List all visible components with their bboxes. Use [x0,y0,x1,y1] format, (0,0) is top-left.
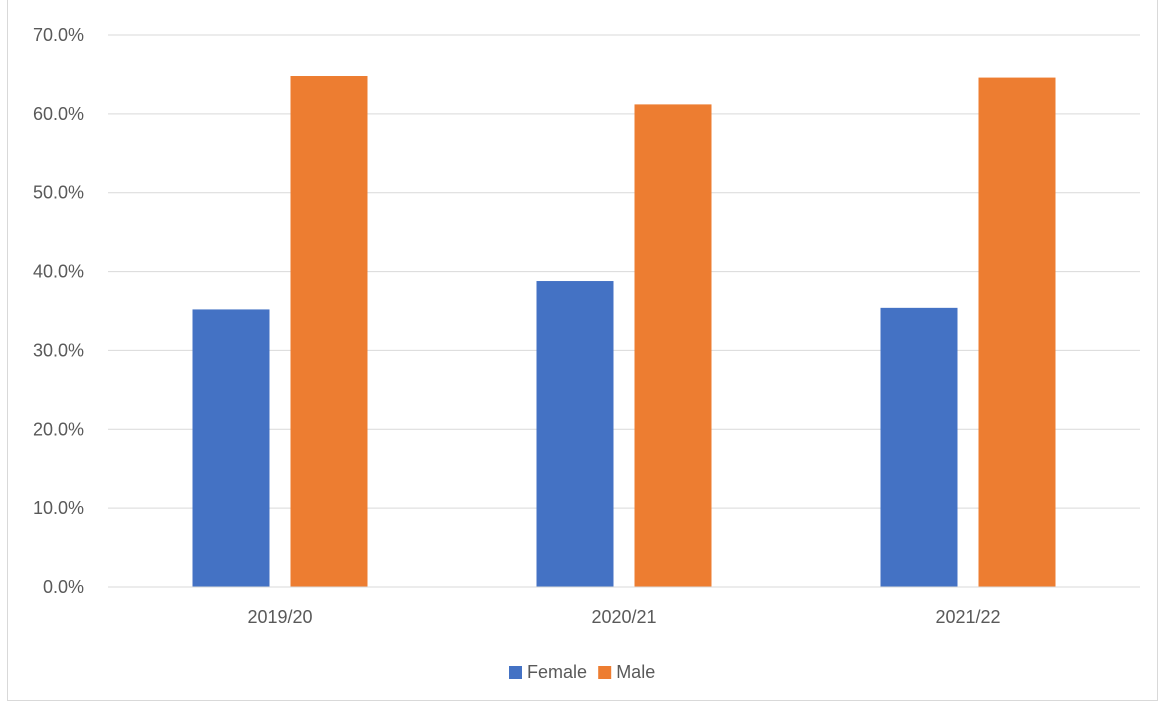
bar-male-0 [290,76,368,588]
legend-swatch-male [598,666,612,679]
x-axis-category-labels: 2019/20 2020/21 2021/22 [247,607,1000,627]
legend: Female Male [509,662,655,682]
y-tick-label: 60.0% [33,104,84,124]
y-tick-label: 30.0% [33,340,84,360]
x-category-label: 2020/21 [591,607,656,627]
legend-swatch-female [509,666,522,679]
bar-female-1 [536,281,614,587]
bar-male-1 [634,104,712,587]
y-tick-label: 0.0% [43,577,84,597]
bar-female-2 [880,307,958,587]
bar-male-2 [978,77,1056,587]
legend-label-male: Male [616,662,655,682]
y-axis-tick-labels: 0.0% 10.0% 20.0% 30.0% 40.0% 50.0% 60.0% 70.0% [33,25,84,597]
y-tick-label: 40.0% [33,262,84,282]
bars [192,76,1056,588]
legend-label-female: Female [527,662,587,682]
bar-female-0 [192,309,270,587]
y-tick-label: 50.0% [33,183,84,203]
y-tick-label: 20.0% [33,419,84,439]
x-category-label: 2019/20 [247,607,312,627]
gridlines [108,34,1140,509]
y-tick-label: 10.0% [33,498,84,518]
y-tick-label: 70.0% [33,25,84,45]
x-category-label: 2021/22 [935,607,1000,627]
